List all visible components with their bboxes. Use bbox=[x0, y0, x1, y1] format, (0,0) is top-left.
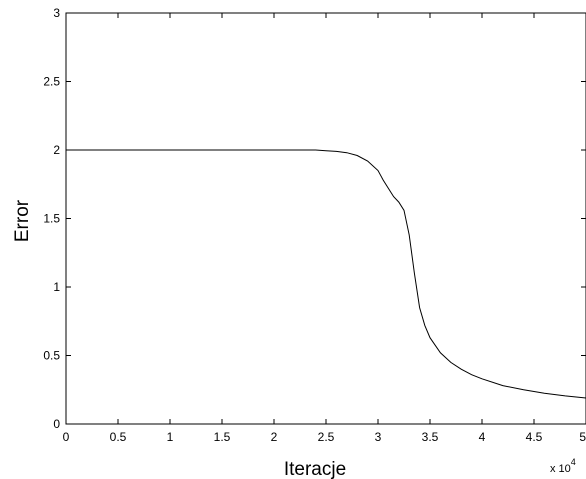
axis-ticks: 0 0.5 1 1.5 2 2.5 3 3.5 4 4.5 5 0 0.5 1 1.5 2 2.5 3 bbox=[43, 6, 586, 444]
x-tick-label: 3 bbox=[375, 430, 382, 444]
x-tick-label: 0.5 bbox=[110, 430, 127, 444]
x-tick-label: 2.5 bbox=[318, 430, 335, 444]
series-layer bbox=[66, 149, 586, 399]
x-multiplier-label: x 104 bbox=[550, 457, 576, 475]
x-tick-label: 4.5 bbox=[526, 430, 543, 444]
y-tick-label: 0.5 bbox=[43, 349, 60, 363]
y-axis-label: Error bbox=[12, 199, 33, 242]
y-tick-label: 2.5 bbox=[43, 75, 60, 89]
x-tick-label: 1 bbox=[167, 430, 174, 444]
x-tick-label: 5 bbox=[579, 430, 586, 444]
x-multiplier-base: x 10 bbox=[550, 463, 571, 475]
y-tick-label: 2 bbox=[53, 143, 60, 157]
x-tick-label: 1.5 bbox=[214, 430, 231, 444]
x-tick-label: 0 bbox=[63, 430, 70, 444]
y-tick-label: 0 bbox=[53, 417, 60, 431]
x-tick-label: 3.5 bbox=[422, 430, 439, 444]
y-tick-label: 1 bbox=[53, 280, 60, 294]
y-tick-label: 3 bbox=[53, 6, 60, 20]
x-multiplier-exponent: 4 bbox=[571, 457, 576, 467]
y-tick-label: 1.5 bbox=[43, 212, 60, 226]
x-tick-label: 2 bbox=[271, 430, 278, 444]
error-series-line bbox=[66, 149, 586, 399]
x-axis-label: Iteracje bbox=[284, 459, 346, 479]
x-tick-label: 4 bbox=[479, 430, 486, 444]
plot-area bbox=[65, 12, 586, 425]
